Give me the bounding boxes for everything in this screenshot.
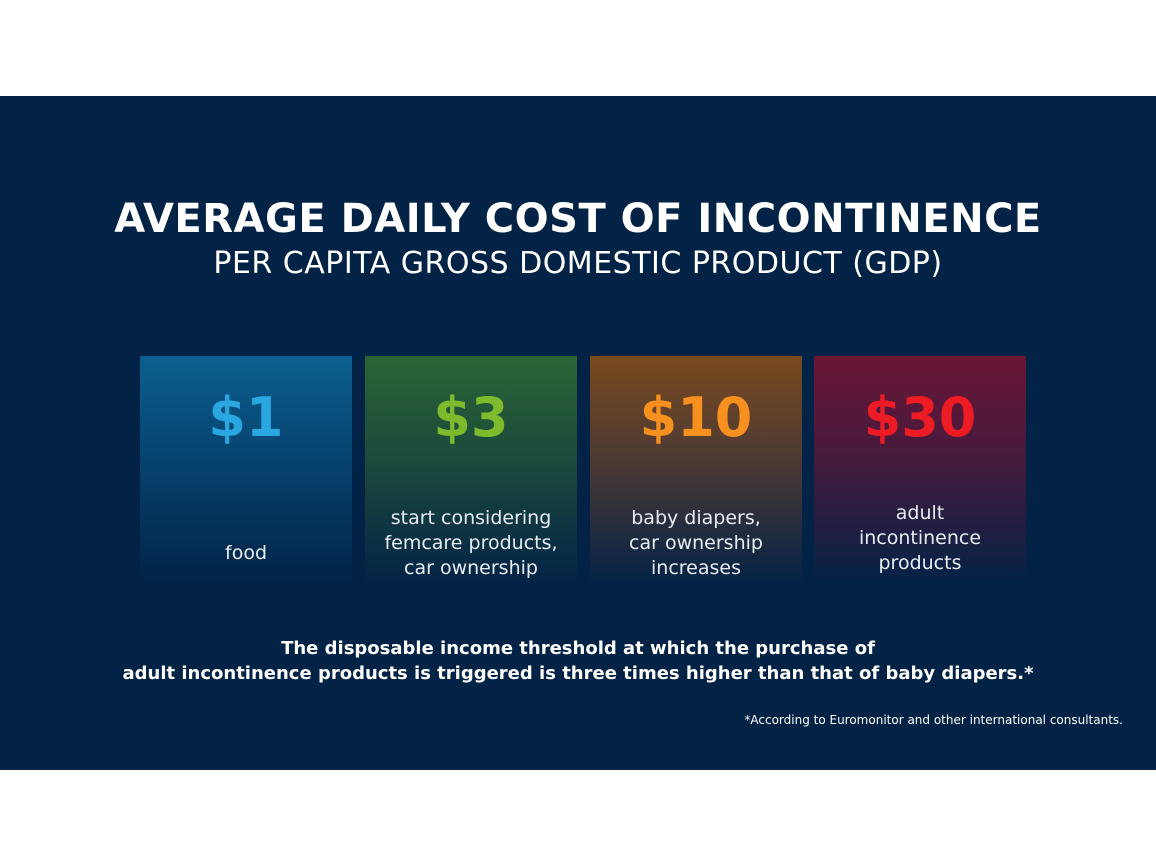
infographic-title: AVERAGE DAILY COST OF INCONTINENCE <box>114 196 1042 242</box>
cost-amount: $3 <box>433 386 509 449</box>
cost-description: start considering femcare products, car … <box>384 507 558 579</box>
cost-amount: $1 <box>208 386 284 449</box>
source-footnote: *According to Euromonitor and other inte… <box>744 713 1123 727</box>
infographic-subtitle: PER CAPITA GROSS DOMESTIC PRODUCT (GDP) <box>213 246 943 281</box>
cost-card-30: $30 adult incontinence products <box>814 356 1026 586</box>
threshold-note: The disposable income threshold at which… <box>0 636 1156 686</box>
threshold-note-line-2: adult incontinence products is triggered… <box>122 663 1034 684</box>
threshold-note-line-1: The disposable income threshold at which… <box>281 638 875 659</box>
cost-amount: $30 <box>863 386 977 449</box>
cost-description: food <box>225 542 267 564</box>
infographic-banner: AVERAGE DAILY COST OF INCONTINENCE PER C… <box>0 96 1156 770</box>
cost-description: baby diapers, car ownership increases <box>629 507 763 579</box>
cost-card-10: $10 baby diapers, car ownership increase… <box>590 356 802 586</box>
cost-amount: $10 <box>639 386 753 449</box>
cost-card-1: $1 food <box>140 356 352 586</box>
cost-description: adult incontinence products <box>858 502 982 574</box>
cost-card-3: $3 start considering femcare products, c… <box>365 356 577 586</box>
